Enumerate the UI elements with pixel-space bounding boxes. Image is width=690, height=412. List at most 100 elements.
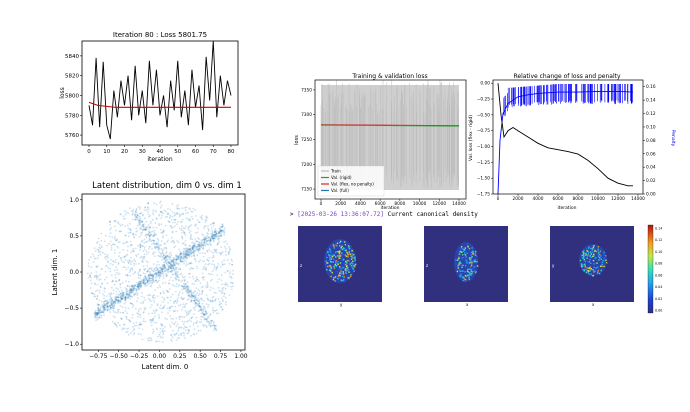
latent-point [186,326,188,329]
density-voxel [593,253,595,255]
density-voxel [334,280,336,282]
latent-point [191,295,194,297]
latent-point [155,246,158,249]
latent-point [203,313,206,316]
latent-point [131,291,134,294]
legend-val-full-label: Val. (full) [331,188,349,193]
latent-point [173,263,175,266]
latent-point [156,272,159,275]
latent-point [148,277,151,280]
latent-point [202,305,205,308]
latent-point [197,243,200,246]
density-voxel [471,249,473,251]
density-voxel [341,245,343,247]
density-voxel [604,259,607,262]
latent-point [172,262,175,264]
density-voxel [471,278,473,280]
latent-point [146,233,148,236]
density-voxel [464,254,466,256]
density-voxel [597,253,600,255]
latent-point [113,304,115,307]
density-voxel [334,258,336,260]
latent-point [169,326,172,328]
latent-point [164,255,167,258]
latent-point [198,305,200,308]
latent-point [139,212,142,215]
latent-point [186,285,189,288]
latent-point [214,231,217,233]
density-voxel [473,270,475,272]
latent-point [182,242,185,245]
latent-point [163,267,166,270]
latent-point [144,209,146,212]
latent-point [192,245,194,248]
latent-point [180,280,183,283]
density-voxel [458,268,461,271]
loss-y-tick-label: 5760 [65,133,79,139]
latent-point [203,239,206,242]
latent-point [170,261,173,264]
density-voxel [471,267,473,269]
latent-point [165,247,168,250]
density-voxel [337,261,339,263]
latent-point [184,209,187,212]
relative-y-left-tick-label: −0.25 [477,97,490,103]
latent-point [89,274,91,277]
density-voxel [339,254,342,256]
latent-point [185,253,188,256]
latent-point [200,308,203,311]
latent-point [170,338,173,341]
latent-point [193,257,196,260]
relative-x-label: iteration [557,205,576,211]
latent-point [170,218,173,221]
latent-point [155,279,158,282]
latent-point [163,266,166,268]
latent-point [155,266,158,268]
latent-point [89,275,92,278]
latent-point [191,282,194,285]
latent-point [99,312,102,314]
latent-point [193,299,196,302]
latent-point [97,313,99,316]
latent-point [200,309,202,311]
latent-point [164,267,167,270]
latent-point [190,252,192,254]
latent-point [215,266,218,269]
latent-point [181,218,184,221]
latent-point [136,217,139,219]
latent-point [212,251,214,254]
latent-point [129,290,132,292]
latent-point [220,230,223,233]
latent-point [179,260,182,262]
latent-point [111,280,114,283]
latent-point [160,217,163,220]
latent-point [190,334,193,337]
latent-point [109,300,111,302]
latent-point [199,246,201,249]
latent-point [188,272,191,275]
latent-point [134,214,137,217]
latent-point [186,254,189,257]
latent-point [209,313,212,315]
density-voxel [597,248,599,250]
density-voxel [459,276,462,279]
latent-point [105,300,108,303]
latent-point [161,268,164,271]
latent-point [211,309,214,312]
latent-point [102,311,104,314]
latent-point [151,275,154,277]
latent-point [186,314,188,317]
latent-point [213,267,216,270]
latent-point [191,248,194,251]
latent-point [121,294,124,297]
density-voxel [595,267,597,269]
latent-point [194,290,197,293]
density-voxel [457,268,459,270]
latent-point [172,260,175,263]
latent-point [207,236,210,239]
density-voxel [330,254,332,257]
latent-point [89,279,92,282]
latent-point [175,317,178,319]
density-voxel [470,269,473,271]
latent-point [176,262,179,265]
